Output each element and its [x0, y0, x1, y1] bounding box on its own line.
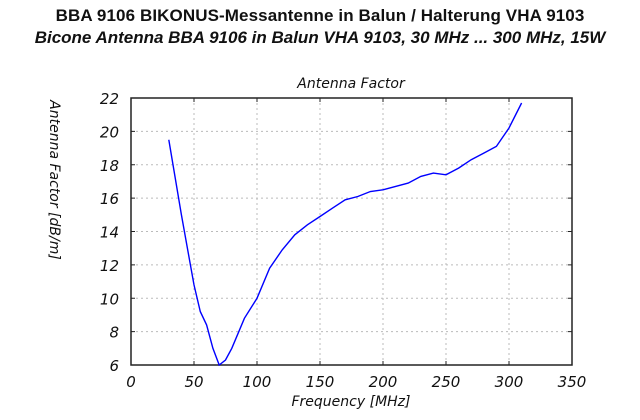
- x-tick-label: 100: [243, 373, 272, 391]
- y-tick-label: 6: [109, 357, 119, 375]
- y-axis-label: Antenna Factor [dB/m]: [46, 99, 62, 260]
- y-tick-label: 22: [100, 90, 119, 108]
- x-tick-label: 300: [495, 373, 524, 391]
- chart-title: Antenna Factor: [296, 76, 406, 92]
- y-tick-label: 12: [100, 257, 119, 275]
- grid-lines: [131, 98, 572, 365]
- x-axis-ticks: 0 50 100 150 200 250 300 350: [126, 98, 586, 391]
- x-tick-label: 150: [306, 373, 335, 391]
- y-tick-label: 14: [100, 224, 119, 242]
- y-tick-label: 10: [100, 290, 119, 308]
- y-tick-label: 18: [100, 157, 119, 175]
- y-tick-label: 20: [100, 123, 119, 141]
- title-german: BBA 9106 BIKONUS-Messantenne in Balun / …: [55, 6, 585, 25]
- x-axis-label: Frequency [MHz]: [292, 394, 411, 410]
- y-axis-ticks: 6 8 10 12 14 16 18 20 22: [100, 90, 572, 375]
- x-tick-label: 200: [369, 373, 398, 391]
- y-tick-label: 8: [109, 324, 119, 342]
- x-tick-label: 250: [432, 373, 461, 391]
- y-tick-label: 16: [100, 190, 119, 208]
- x-tick-label: 350: [558, 373, 587, 391]
- antenna-factor-line: [168, 102, 523, 367]
- x-tick-label: 0: [126, 373, 136, 391]
- x-tick-label: 50: [184, 373, 203, 391]
- title-english: Bicone Antenna BBA 9106 in Balun VHA 910…: [34, 28, 606, 47]
